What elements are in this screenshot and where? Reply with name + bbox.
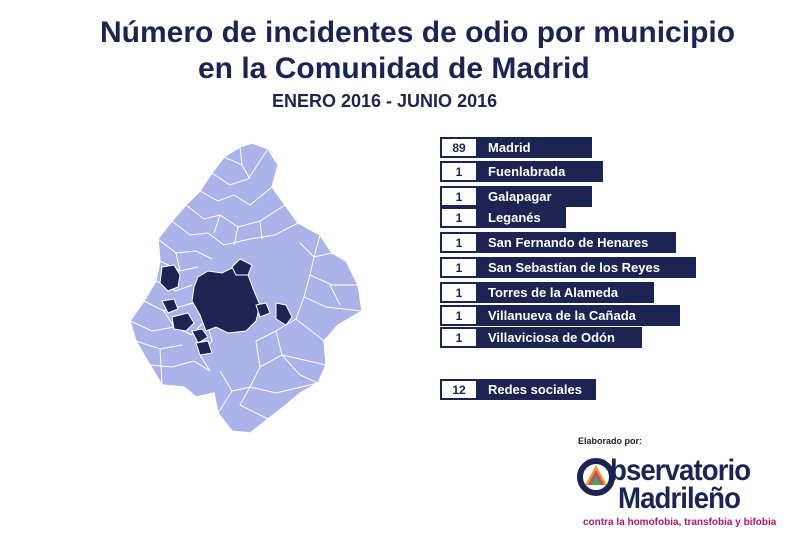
incident-count: 1 bbox=[440, 186, 478, 207]
title-line-1: Número de incidentes de odio por municip… bbox=[100, 16, 736, 49]
area-madrid bbox=[191, 266, 261, 334]
incident-count: 1 bbox=[440, 232, 478, 253]
social-label: Redes sociales bbox=[478, 379, 596, 400]
logo-text-2: Madrileño bbox=[618, 482, 741, 515]
municipality-name: Fuenlabrada bbox=[478, 161, 603, 182]
incident-count: 1 bbox=[440, 305, 478, 326]
municipality-row: 89 Madrid bbox=[440, 137, 592, 158]
municipality-row: 1 Galapagar bbox=[440, 186, 592, 207]
municipality-row: 1 San Sebastían de los Reyes bbox=[440, 257, 696, 278]
incident-count: 1 bbox=[440, 327, 478, 348]
municipality-name: Galapagar bbox=[478, 186, 592, 207]
incident-count: 89 bbox=[440, 137, 478, 158]
municipality-name: Leganés bbox=[478, 207, 566, 228]
incident-count: 1 bbox=[440, 207, 478, 228]
incident-count: 1 bbox=[440, 282, 478, 303]
municipality-row: 1 Torres de la Alameda bbox=[440, 282, 654, 303]
subtitle: ENERO 2016 - JUNIO 2016 bbox=[272, 91, 498, 111]
municipality-row: 1 Fuenlabrada bbox=[440, 161, 603, 182]
logo-o-icon bbox=[577, 458, 615, 496]
municipality-name: Villaviciosa de Odón bbox=[478, 327, 642, 348]
logo-tagline: contra la homofobia, transfobia y bifobi… bbox=[583, 517, 777, 528]
area-villaviciosa-de-odon bbox=[171, 312, 195, 332]
credit-label: Elaborado por: bbox=[578, 436, 643, 446]
area-fuenlabrada bbox=[195, 340, 213, 356]
area-san-fernando-de-henares bbox=[255, 302, 271, 318]
municipality-row: 1 Villaviciosa de Odón bbox=[440, 327, 642, 348]
area-villanueva-de-la-canada bbox=[161, 298, 179, 314]
municipality-row: 1 Villanueva de la Cañada bbox=[440, 305, 680, 326]
madrid-region-map bbox=[129, 142, 363, 434]
area-torres-de-la-alameda bbox=[275, 302, 293, 326]
logo-text-1: bservatorio bbox=[610, 454, 751, 487]
municipality-name: Villanueva de la Cañada bbox=[478, 305, 680, 326]
municipality-row: 1 Leganés bbox=[440, 207, 566, 228]
title-line-2: en la Comunidad de Madrid bbox=[198, 52, 590, 85]
municipality-name: San Sebastían de los Reyes bbox=[478, 257, 696, 278]
area-san-sebastian-de-los-reyes bbox=[231, 258, 253, 276]
social-count: 12 bbox=[440, 379, 478, 400]
municipality-name: Madrid bbox=[478, 137, 592, 158]
area-galapagar bbox=[159, 264, 181, 292]
area-leganes bbox=[191, 328, 209, 344]
social-row: 12 Redes sociales bbox=[440, 379, 596, 400]
municipality-row: 1 San Fernando de Henares bbox=[440, 232, 676, 253]
municipality-name: San Fernando de Henares bbox=[478, 232, 676, 253]
municipality-name: Torres de la Alameda bbox=[478, 282, 654, 303]
incident-count: 1 bbox=[440, 257, 478, 278]
incident-count: 1 bbox=[440, 161, 478, 182]
